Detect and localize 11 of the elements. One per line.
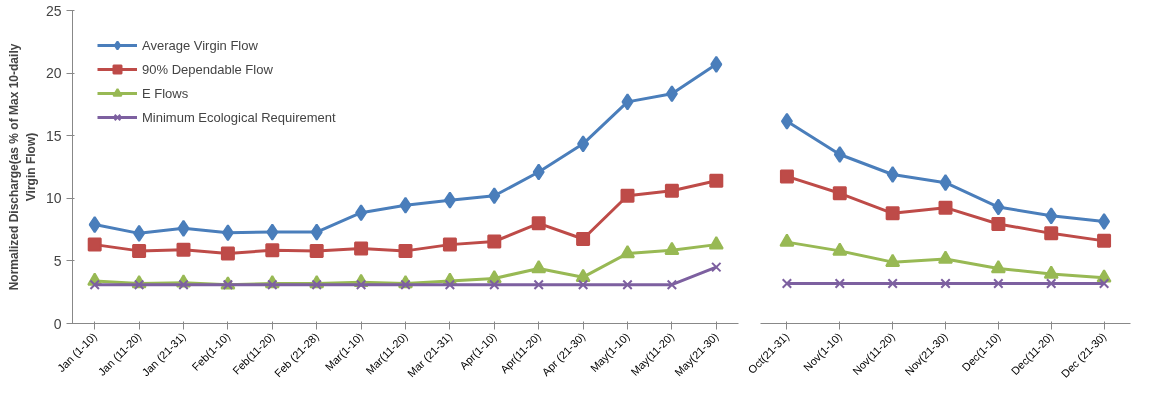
- y-tick-label: 20: [45, 65, 62, 82]
- y-tick-label: 15: [45, 127, 62, 144]
- y-tick-label: 0: [53, 315, 62, 332]
- y-tick-label: 10: [45, 190, 62, 207]
- y-tick-label: 5: [53, 252, 62, 269]
- legend-label: E Flows: [142, 85, 189, 101]
- y-axis-title: Normalized Discharge(as % of Max 10-daily Virgin Flow): [7, 43, 38, 291]
- y-tick-label: 25: [45, 2, 62, 19]
- legend-label: Average Virgin Flow: [142, 37, 258, 53]
- legend-label: Minimum Ecological Requirement: [142, 109, 336, 125]
- legend-label: 90% Dependable Flow: [142, 61, 273, 77]
